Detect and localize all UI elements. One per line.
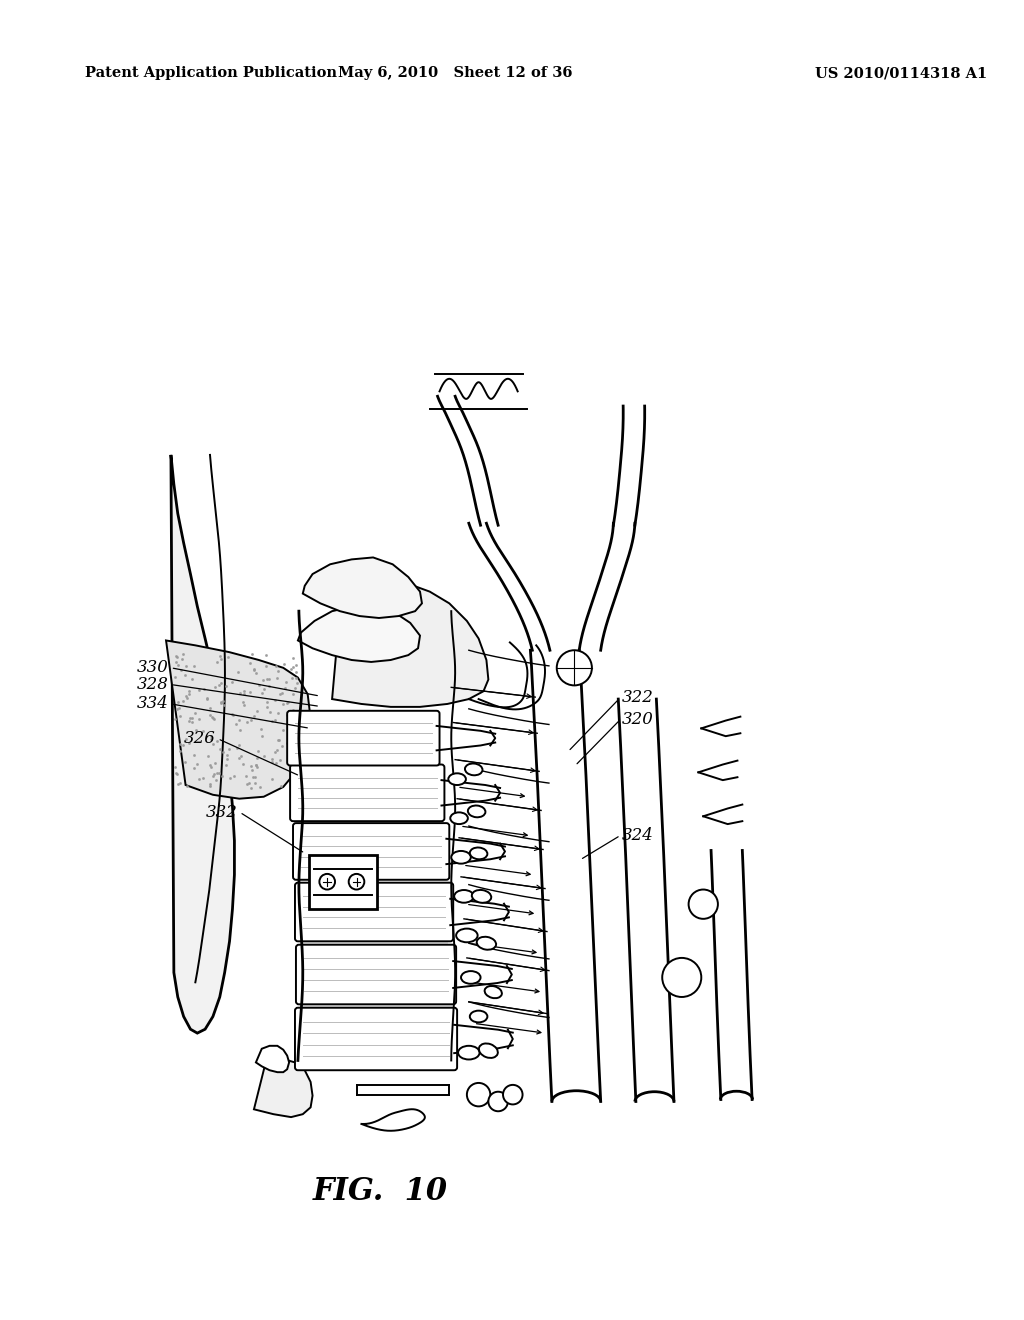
FancyBboxPatch shape: [296, 945, 456, 1005]
FancyBboxPatch shape: [287, 710, 439, 766]
Text: 330: 330: [137, 659, 169, 676]
Bar: [295, 756, 436, 775]
Ellipse shape: [468, 805, 485, 817]
Text: Patent Application Publication: Patent Application Publication: [85, 66, 337, 81]
Ellipse shape: [465, 763, 482, 775]
Text: 322: 322: [623, 689, 654, 706]
Text: FIG.  10: FIG. 10: [312, 1176, 447, 1206]
Circle shape: [319, 874, 335, 890]
Text: 324: 324: [623, 826, 654, 843]
FancyBboxPatch shape: [295, 1007, 457, 1071]
Circle shape: [688, 890, 718, 919]
Polygon shape: [254, 1059, 312, 1117]
Circle shape: [663, 958, 701, 997]
Circle shape: [557, 651, 592, 685]
Text: May 6, 2010   Sheet 12 of 36: May 6, 2010 Sheet 12 of 36: [338, 66, 572, 81]
Ellipse shape: [484, 986, 502, 998]
Text: 320: 320: [623, 710, 654, 727]
Bar: [308, 855, 377, 908]
FancyBboxPatch shape: [293, 824, 450, 879]
Text: 332: 332: [206, 804, 238, 821]
Polygon shape: [298, 606, 420, 661]
Polygon shape: [332, 583, 488, 708]
Ellipse shape: [456, 928, 477, 942]
Ellipse shape: [458, 1045, 479, 1060]
Circle shape: [349, 874, 365, 890]
Ellipse shape: [452, 851, 471, 863]
Ellipse shape: [472, 890, 492, 903]
Text: US 2010/0114318 A1: US 2010/0114318 A1: [815, 66, 987, 81]
Bar: [300, 997, 452, 1016]
Ellipse shape: [479, 1043, 498, 1057]
Polygon shape: [256, 1045, 289, 1072]
FancyBboxPatch shape: [290, 764, 444, 821]
Text: 328: 328: [137, 676, 169, 693]
Bar: [297, 812, 441, 832]
Polygon shape: [166, 640, 310, 799]
FancyBboxPatch shape: [295, 883, 454, 941]
Polygon shape: [171, 455, 234, 1034]
Bar: [300, 933, 449, 953]
Circle shape: [488, 1092, 508, 1111]
Circle shape: [503, 1085, 522, 1105]
Ellipse shape: [455, 890, 474, 903]
Ellipse shape: [451, 812, 468, 824]
Text: 326: 326: [184, 730, 216, 747]
Polygon shape: [303, 557, 422, 618]
Ellipse shape: [449, 774, 466, 785]
Text: 334: 334: [137, 696, 169, 713]
Ellipse shape: [461, 972, 480, 983]
Ellipse shape: [470, 1011, 487, 1023]
Circle shape: [467, 1082, 490, 1106]
Ellipse shape: [477, 937, 496, 949]
Ellipse shape: [470, 847, 487, 859]
